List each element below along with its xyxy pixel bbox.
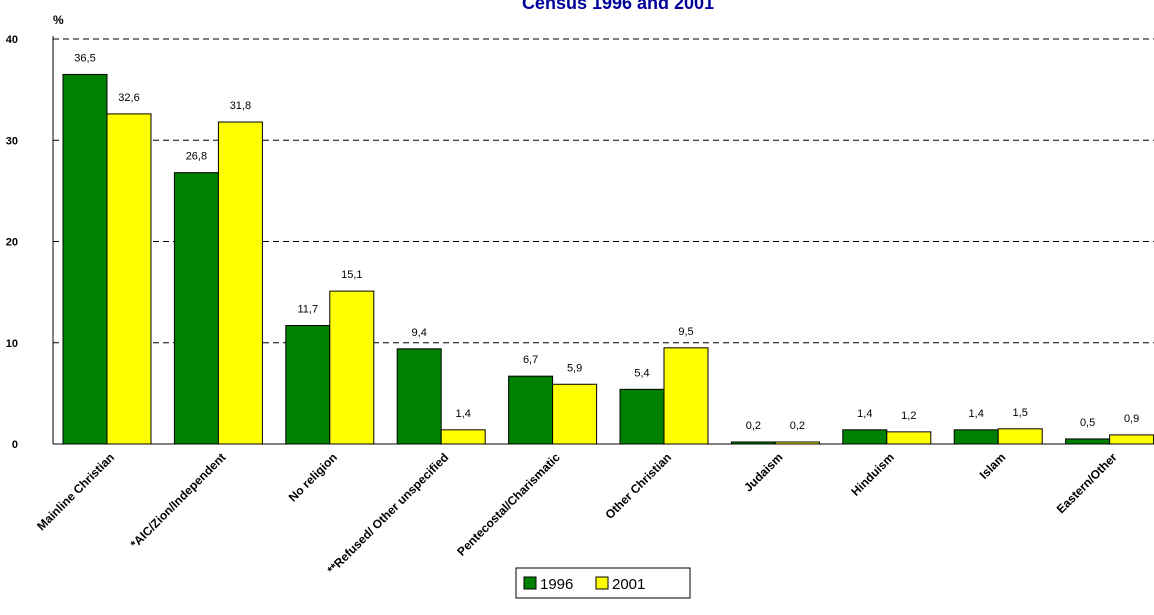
bar-2001 — [774, 441, 820, 445]
bar-2001 — [1109, 434, 1154, 445]
bar-1996 — [285, 325, 331, 445]
data-label: 0,2 — [790, 420, 805, 432]
legend-swatch-1996 — [523, 576, 537, 590]
data-label: 15,1 — [341, 269, 362, 281]
bar-1996 — [62, 73, 108, 445]
bar-2001 — [886, 431, 932, 445]
bar-1996 — [953, 429, 999, 445]
y-tick-label: 10 — [6, 338, 18, 350]
data-label: 0,2 — [746, 420, 761, 432]
x-tick-label: *AIC/Zion/Independent — [128, 450, 229, 551]
data-label: 31,8 — [230, 100, 251, 112]
bar-2001 — [329, 290, 375, 445]
data-label: 26,8 — [186, 151, 207, 163]
data-label: 0,5 — [1080, 417, 1095, 429]
bar-1996 — [508, 375, 554, 445]
bar-1996 — [1065, 438, 1111, 445]
bar-2001 — [440, 429, 486, 445]
bar-2001 — [663, 347, 709, 445]
data-label: 1,2 — [901, 410, 916, 422]
legend-swatch-2001 — [595, 576, 609, 590]
data-label: 11,7 — [298, 304, 319, 316]
data-label: 1,4 — [969, 408, 984, 420]
x-tick-label: Hinduism — [848, 450, 897, 499]
bar-2001 — [997, 428, 1043, 445]
x-tick-label: No religion — [286, 450, 340, 504]
x-tick-label: Mainline Christian — [34, 450, 117, 533]
bar-1996 — [173, 172, 219, 445]
data-label: 6,7 — [523, 354, 538, 366]
y-axis-label: % — [53, 13, 64, 27]
data-label: 9,4 — [412, 327, 427, 339]
bar-2001 — [552, 383, 598, 445]
data-label: 5,9 — [567, 362, 582, 374]
bar-2001 — [106, 113, 152, 445]
data-label: 5,4 — [634, 367, 649, 379]
x-tick-label: Islam — [977, 450, 1009, 482]
y-tick-label: 30 — [6, 135, 18, 147]
x-tick-label: Judaism — [741, 450, 785, 494]
data-label: 9,5 — [678, 326, 693, 338]
x-tick-label: Pentecostal/Charismatic — [454, 450, 563, 559]
legend-label: 2001 — [612, 576, 645, 593]
data-label: 1,5 — [1013, 407, 1028, 419]
bar-1996 — [619, 388, 665, 445]
x-tick-label: **Refused/ Other unspecified — [324, 450, 451, 577]
bar-1996 — [842, 429, 888, 445]
bar-1996 — [730, 441, 776, 445]
x-tick-label: Other Christian — [602, 450, 674, 522]
data-label: 0,9 — [1124, 413, 1139, 425]
chart-title: Census 1996 and 2001 — [522, 0, 714, 13]
x-tick-label: Eastern/Other — [1054, 450, 1120, 516]
y-tick-label: 20 — [6, 237, 18, 249]
legend-label: 1996 — [540, 576, 573, 593]
data-label: 32,6 — [118, 92, 139, 104]
bar-2001 — [217, 121, 263, 445]
data-label: 1,4 — [456, 408, 471, 420]
y-tick-label: 0 — [12, 439, 18, 451]
bar-1996 — [396, 348, 442, 445]
data-label: 36,5 — [74, 52, 95, 64]
data-label: 1,4 — [857, 408, 872, 420]
y-tick-label: 40 — [6, 34, 18, 46]
